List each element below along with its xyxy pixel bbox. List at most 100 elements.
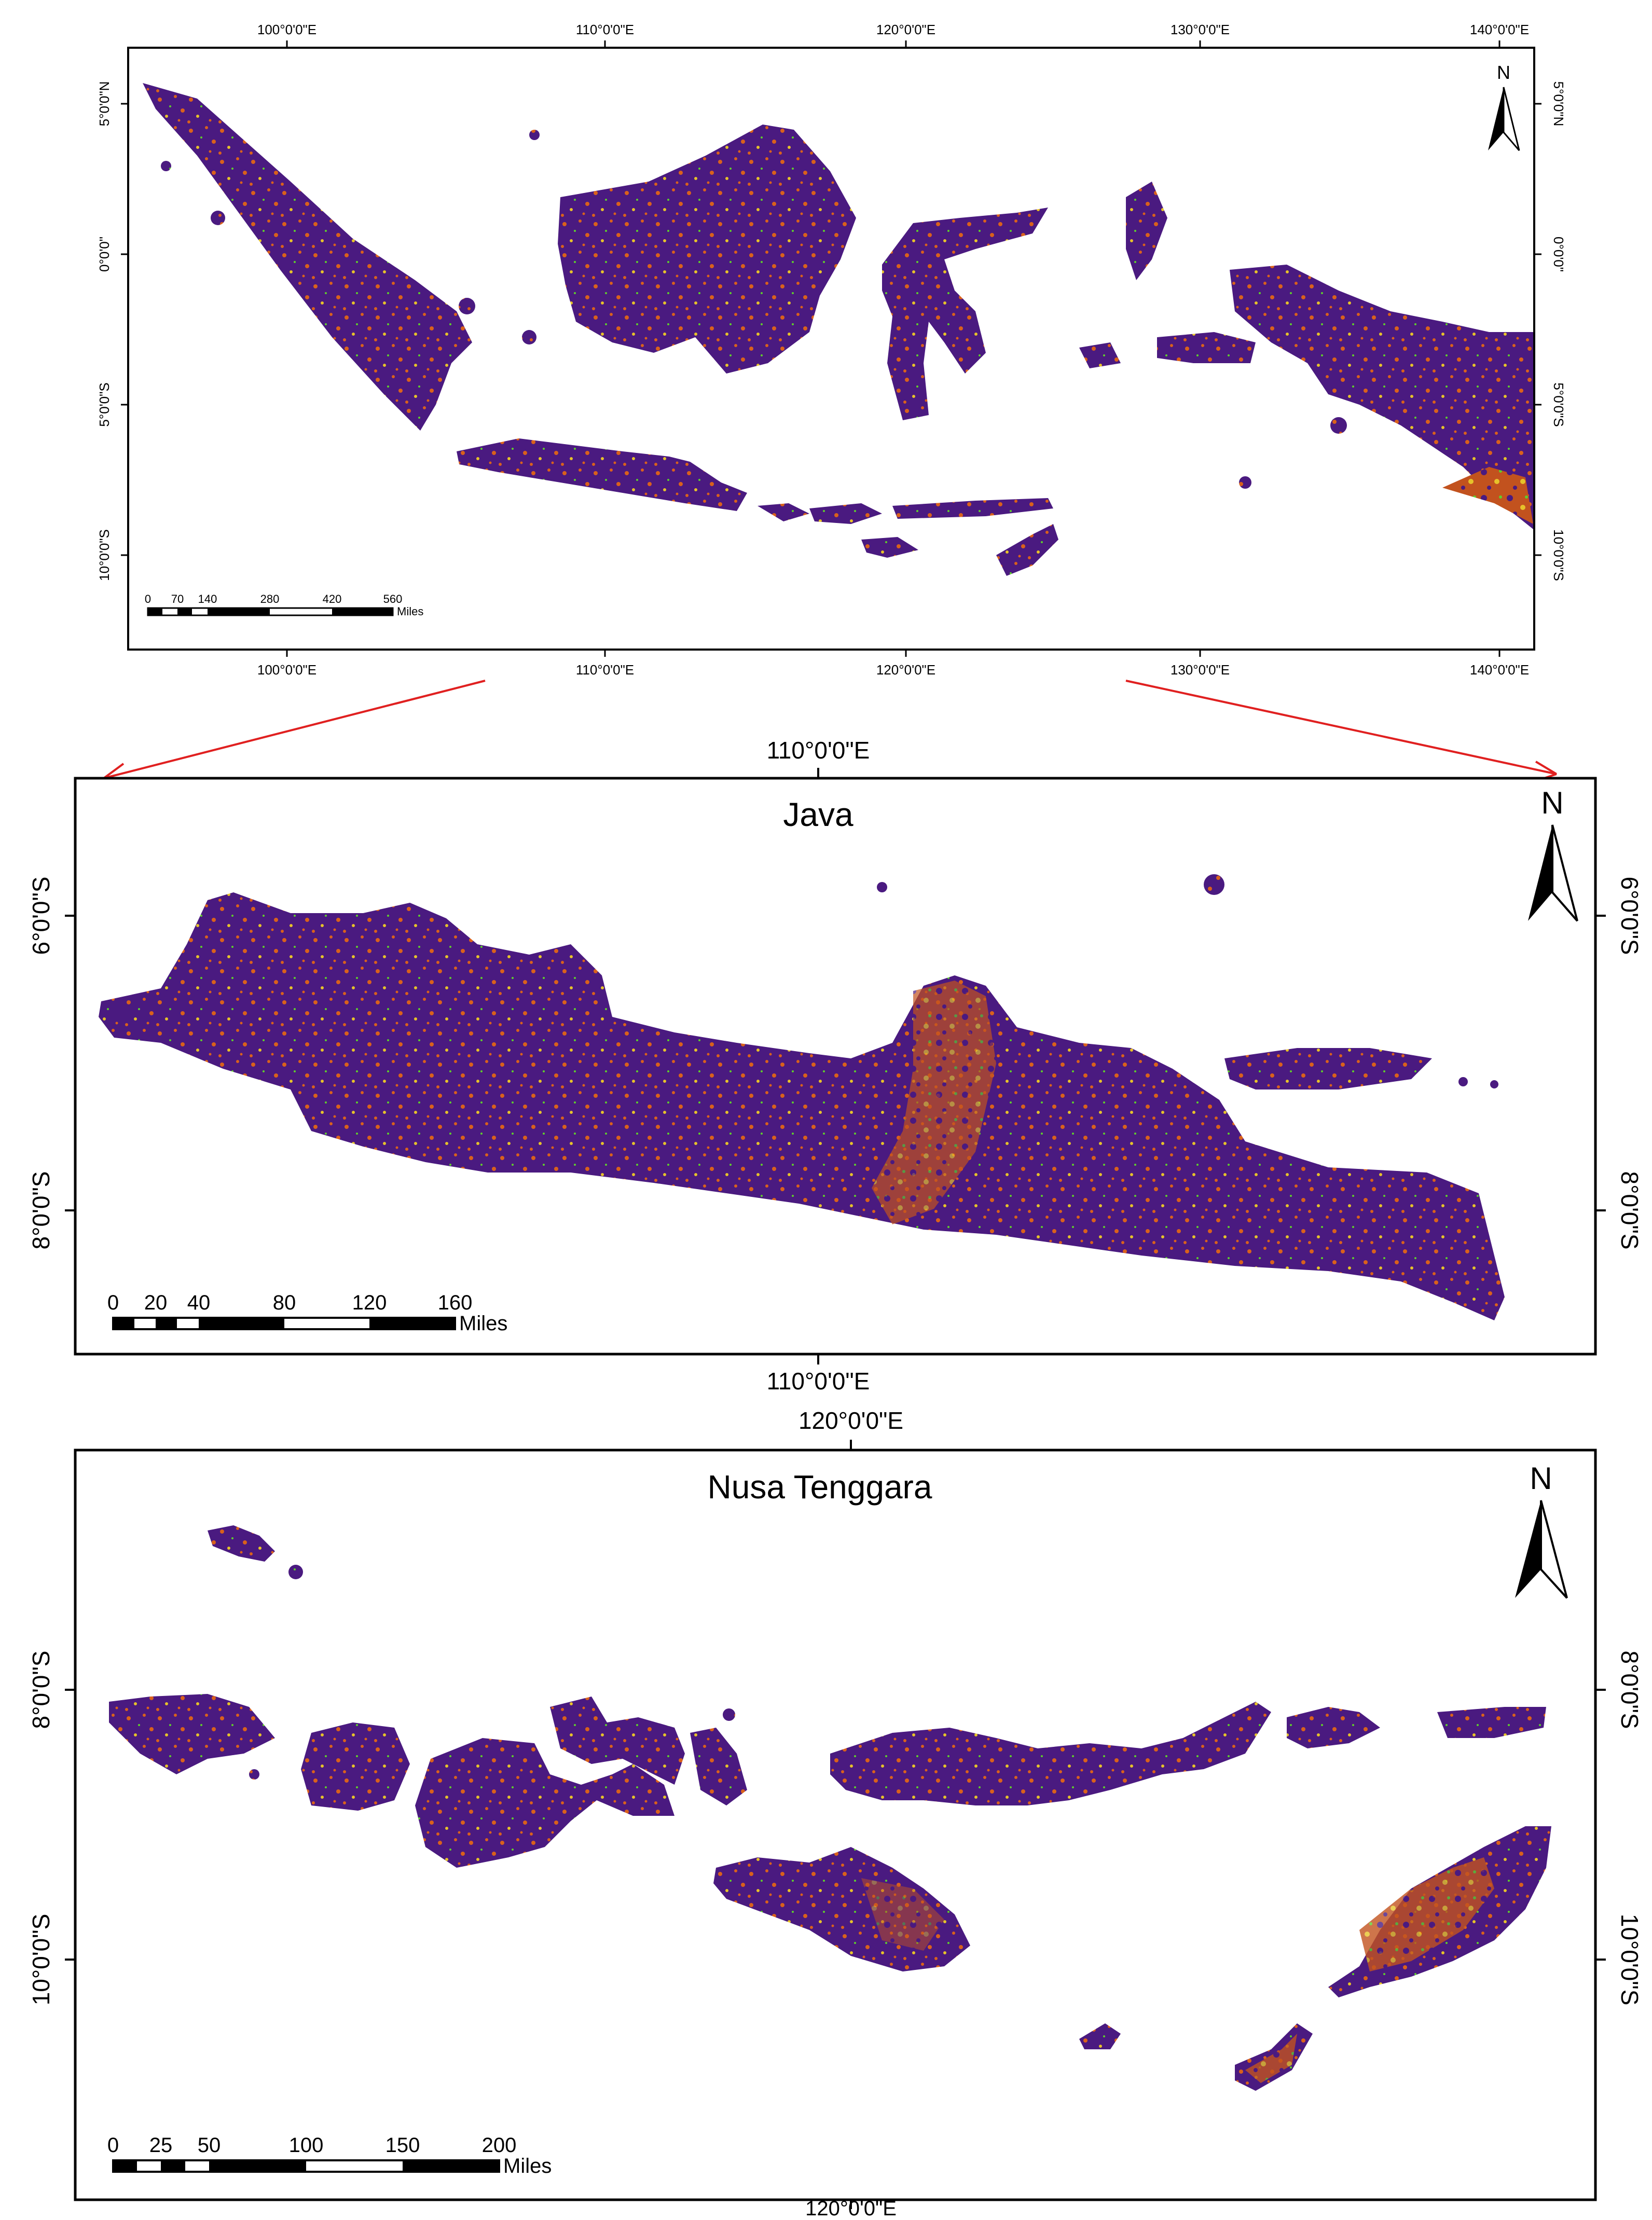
java-land xyxy=(99,874,1505,1320)
nusa-title: Nusa Tenggara xyxy=(708,1468,932,1506)
overview-right-lat-label: 10°0'0"S xyxy=(1551,529,1566,581)
nusa-left-lat-label: 10°0'0"S xyxy=(27,1914,54,2006)
alor-east xyxy=(1437,1707,1546,1738)
nusa-scale-tick: 100 xyxy=(289,2134,324,2157)
nusa-scale-tick: 150 xyxy=(386,2134,420,2157)
overview-bottom-lon-label: 140°0'0"E xyxy=(1470,662,1529,678)
overview-top-lon-ticks xyxy=(286,40,1500,48)
java-map: 110°0'0"E 110°0'0"E Java 6°0'0"S 8°0'0"S… xyxy=(27,737,1643,1395)
overview-left-lat-label: 5°0'0"S xyxy=(97,382,112,426)
bali-island xyxy=(109,1694,275,1774)
small-island xyxy=(161,161,171,171)
nusa-right-lat-label: 10°0'0"S xyxy=(1616,1914,1643,2006)
savu-island xyxy=(1079,2023,1121,2049)
small-island xyxy=(1239,476,1251,489)
overview-land xyxy=(143,83,1533,576)
bali-lombok-overview xyxy=(758,503,809,521)
overview-lat-ticks xyxy=(121,103,1541,556)
java-scale-tick: 160 xyxy=(438,1291,473,1314)
overview-scale-unit: Miles xyxy=(397,605,423,618)
new-guinea-island xyxy=(1230,265,1533,529)
small-island xyxy=(459,298,475,314)
nusa-scale-tick: 50 xyxy=(198,2134,221,2157)
small-island xyxy=(723,1708,735,1721)
zoom-arrows xyxy=(103,680,1558,783)
nusa-scale-bar: 0 25 50 100 150 200 Miles xyxy=(107,2134,552,2177)
overview-scale-bar: 0 70 140 280 420 560 Miles xyxy=(145,592,423,618)
flores-island xyxy=(830,1702,1271,1805)
rote-hot-area xyxy=(1245,2034,1297,2083)
java-right-lat-label: 8°0'0"S xyxy=(1616,1171,1643,1250)
java-scale-tick: 80 xyxy=(273,1291,296,1314)
borneo-island xyxy=(558,125,856,374)
nusa-scale-tick: 200 xyxy=(482,2134,517,2157)
north-arrow-icon: N xyxy=(1528,785,1578,922)
overview-left-lat-label: 0°0'0" xyxy=(97,237,112,272)
new-guinea-hotspot xyxy=(1442,467,1533,524)
small-island xyxy=(249,1769,259,1780)
small-island xyxy=(1204,874,1224,895)
nusa-lat-ticks xyxy=(65,1689,1606,1961)
java-right-lat-label: 6°0'0"S xyxy=(1616,877,1643,955)
small-island xyxy=(522,330,536,344)
timor-hot-area xyxy=(1359,1857,1494,1971)
overview-bottom-lon-label: 110°0'0"E xyxy=(576,662,634,678)
sulawesi-island xyxy=(882,208,1048,420)
timor-overview xyxy=(996,524,1058,576)
java-scale-tick: 40 xyxy=(187,1291,211,1314)
sangeang-island xyxy=(208,1525,275,1562)
overview-scale-tick: 70 xyxy=(171,592,184,605)
java-top-lon-label: 110°0'0"E xyxy=(767,737,870,764)
north-arrow-icon: N xyxy=(1515,1461,1568,1599)
java-left-lat-label: 6°0'0"S xyxy=(27,877,54,955)
overview-top-lon-label: 140°0'0"E xyxy=(1470,22,1529,37)
flores-overview xyxy=(892,498,1053,519)
overview-scale-tick: 140 xyxy=(198,592,217,605)
overview-top-lon-label: 130°0'0"E xyxy=(1171,22,1230,37)
sumba-overview xyxy=(861,537,918,558)
overview-right-lat-label: 5°0'0"N xyxy=(1551,81,1566,127)
nusa-scale-tick: 0 xyxy=(107,2134,119,2157)
java-bottom-lon-label: 110°0'0"E xyxy=(767,1368,870,1395)
sumbawa-island xyxy=(415,1738,674,1868)
java-hot-area xyxy=(872,981,996,1224)
small-island xyxy=(1330,417,1347,434)
overview-top-lon-label: 100°0'0"E xyxy=(257,22,316,37)
seram-island xyxy=(1157,332,1256,363)
small-island xyxy=(211,211,225,225)
overview-bottom-lon-ticks xyxy=(286,650,1500,657)
nusa-right-lat-label: 8°0'0"S xyxy=(1616,1651,1643,1729)
overview-north-label: N xyxy=(1497,62,1510,83)
lombok-island xyxy=(301,1722,410,1811)
java-scale-tick: 120 xyxy=(352,1291,387,1314)
java-scale-tick: 0 xyxy=(107,1291,119,1314)
sumbawa-overview xyxy=(809,503,882,524)
small-island xyxy=(1490,1080,1498,1088)
north-arrow-icon: N xyxy=(1488,62,1520,151)
java-north-label: N xyxy=(1541,785,1563,820)
java-scale-bar: 0 20 40 80 120 160 Miles xyxy=(107,1291,507,1335)
sumbawa-east xyxy=(550,1697,685,1785)
nusa-bottom-lon-label: 120°0'0"E xyxy=(805,2197,897,2220)
overview-left-lat-label: 5°0'0"N xyxy=(97,81,112,127)
halmahera-island xyxy=(1126,182,1167,280)
java-scale-unit: Miles xyxy=(459,1312,507,1335)
nusa-map: 120°0'0"E 120°0'0"E Nusa Tenggara xyxy=(27,1407,1643,2220)
buru-island xyxy=(1079,342,1121,368)
sumatra-island xyxy=(143,83,472,431)
java-island-overview xyxy=(457,438,747,511)
overview-scale-tick: 420 xyxy=(323,592,342,605)
sumba-hot-area xyxy=(861,1878,944,1951)
small-island xyxy=(113,1008,126,1021)
nusa-top-lon-label: 120°0'0"E xyxy=(799,1407,903,1434)
java-scale-tick: 20 xyxy=(144,1291,168,1314)
small-island xyxy=(1458,1077,1468,1086)
overview-right-lat-label: 5°0'0"S xyxy=(1551,382,1566,426)
overview-scale-tick: 0 xyxy=(145,592,151,605)
nusa-scale-tick: 25 xyxy=(149,2134,173,2157)
java-island xyxy=(99,892,1505,1320)
java-left-lat-label: 8°0'0"S xyxy=(27,1171,54,1250)
alor-islands xyxy=(1287,1707,1380,1748)
overview-right-lat-label: 0°0'0" xyxy=(1551,237,1566,272)
